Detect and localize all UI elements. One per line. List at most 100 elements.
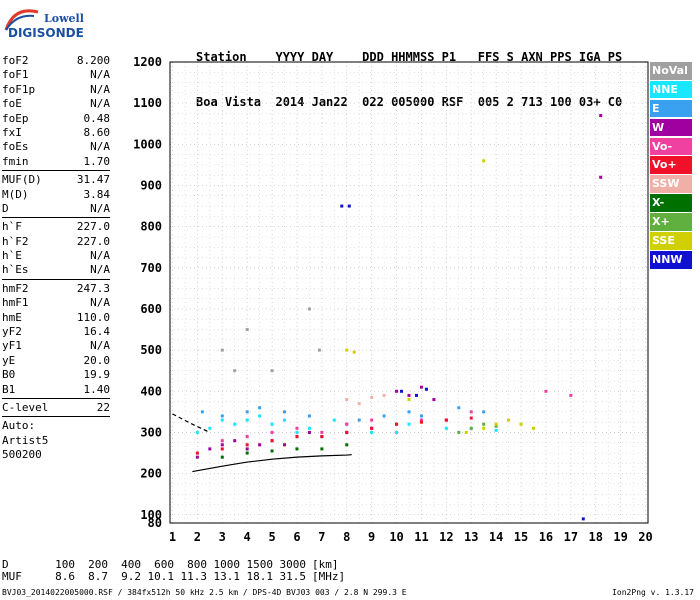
echo-point bbox=[370, 430, 374, 434]
echo-point bbox=[482, 159, 486, 163]
param-row: hmF1 N/A bbox=[2, 296, 110, 310]
x-tick-label: 12 bbox=[439, 530, 453, 544]
param-value: N/A bbox=[90, 249, 110, 263]
echo-point bbox=[531, 426, 535, 430]
digisonde-logo: Lowell DIGISONDE bbox=[4, 4, 100, 44]
param-value: N/A bbox=[90, 296, 110, 310]
param-name: foEp bbox=[2, 111, 29, 125]
echo-point bbox=[395, 422, 399, 426]
param-name: C-level bbox=[2, 400, 49, 414]
echo-point bbox=[258, 406, 262, 410]
header-values: Boa Vista 2014 Jan22 022 005000 RSF 005 … bbox=[196, 95, 623, 109]
muf-cell: 200 bbox=[88, 558, 108, 571]
echo-point bbox=[295, 435, 299, 439]
muf-cell: 100 bbox=[55, 558, 75, 571]
echo-point bbox=[482, 410, 486, 414]
param-row: fxI 8.60 bbox=[2, 126, 110, 140]
echo-point bbox=[581, 517, 585, 521]
echo-point bbox=[233, 439, 237, 443]
param-value: 20.0 bbox=[83, 353, 111, 367]
echo-point bbox=[220, 418, 224, 422]
param-name: D bbox=[2, 201, 9, 215]
echo-point bbox=[208, 426, 212, 430]
legend-item: SSE bbox=[650, 232, 692, 250]
y-tick-label: 500 bbox=[140, 343, 162, 357]
echo-point bbox=[357, 402, 361, 406]
y-tick-label: 300 bbox=[140, 425, 162, 439]
echo-point bbox=[295, 435, 299, 439]
param-row: foE N/A bbox=[2, 97, 110, 111]
y-tick-label: 700 bbox=[140, 261, 162, 275]
param-row: h`E N/A bbox=[2, 249, 110, 263]
param-row: fmin 1.70 bbox=[2, 155, 110, 169]
file-info: BVJ03_2014022005000.RSF / 384fx512h 50 k… bbox=[2, 588, 407, 597]
param-row: h`F 227.0 bbox=[2, 220, 110, 234]
param-value: 110.0 bbox=[76, 310, 110, 324]
echo-point bbox=[424, 387, 428, 391]
echo-point bbox=[407, 422, 411, 426]
param-name: fmin bbox=[2, 154, 29, 168]
polarization-legend: NoVal NNE E W Vo- Vo+ SSW X- X+ SSE NNW bbox=[650, 62, 692, 270]
param-value: 247.3 bbox=[76, 281, 110, 295]
param-row: foEs N/A bbox=[2, 140, 110, 154]
param-row: yE 20.0 bbox=[2, 354, 110, 368]
echo-point bbox=[494, 424, 498, 428]
divider bbox=[2, 416, 110, 418]
x-tick-label: 20 bbox=[638, 530, 652, 544]
muf-table: D 100 200 400 600 800 1000 1500 3000 [km] MUF 8.6 8.… bbox=[2, 559, 345, 583]
software-version: Ion2Png v. 1.3.17 bbox=[612, 588, 694, 597]
param-name: hmE bbox=[2, 310, 22, 324]
echo-point bbox=[245, 328, 249, 332]
param-name: foEs bbox=[2, 140, 29, 154]
echo-point bbox=[220, 447, 224, 451]
echo-point bbox=[382, 393, 386, 397]
echo-point bbox=[295, 430, 299, 434]
echo-point bbox=[395, 430, 399, 434]
echo-point bbox=[332, 418, 336, 422]
divider bbox=[2, 170, 110, 172]
param-name: foF2 bbox=[2, 54, 29, 67]
param-name: yE bbox=[2, 353, 16, 367]
echo-point bbox=[482, 422, 486, 426]
param-value: N/A bbox=[90, 97, 110, 111]
param-name: yF1 bbox=[2, 339, 22, 353]
y-tick-label: 900 bbox=[140, 178, 162, 192]
x-tick-label: 11 bbox=[414, 530, 428, 544]
divider bbox=[2, 397, 110, 399]
param-group-muf: MUF(D) 31.47 M(D) 3.84 D N/A bbox=[2, 173, 110, 216]
echo-point bbox=[419, 385, 423, 389]
echo-point bbox=[345, 422, 349, 426]
param-group-profile: hmF2 247.3 hmF1 N/A hmE 110.0 yF2 16.4 yF1 N/A yE 2… bbox=[2, 282, 110, 397]
param-name: hmF1 bbox=[2, 296, 29, 310]
echo-point bbox=[320, 435, 324, 439]
muf-unit: [MHz] bbox=[312, 570, 346, 583]
echo-point bbox=[370, 395, 374, 399]
echo-point bbox=[270, 369, 274, 373]
x-tick-label: 8 bbox=[343, 530, 350, 544]
param-row: B1 1.40 bbox=[2, 383, 110, 397]
muf-cell: 9.2 bbox=[121, 570, 141, 583]
echo-point bbox=[340, 204, 344, 208]
param-row: yF1 N/A bbox=[2, 339, 110, 353]
x-tick-label: 16 bbox=[539, 530, 553, 544]
echo-point bbox=[270, 422, 274, 426]
header-labels: Station YYYY DAY DDD HHMMSS P1 FFS S AXN… bbox=[196, 50, 623, 64]
muf-cell: 11.3 bbox=[180, 570, 208, 583]
echo-point bbox=[494, 428, 498, 432]
x-tick-label: 2 bbox=[194, 530, 201, 544]
y-tick-label: 200 bbox=[140, 467, 162, 481]
echo-point bbox=[258, 443, 262, 447]
param-name: h`F2 bbox=[2, 234, 29, 248]
echo-point bbox=[444, 418, 448, 422]
echo-point bbox=[283, 443, 287, 447]
echo-point bbox=[469, 410, 473, 414]
param-value: 227.0 bbox=[76, 220, 110, 234]
param-name: fxI bbox=[2, 125, 22, 139]
echo-point bbox=[419, 420, 423, 424]
echo-point bbox=[345, 348, 349, 352]
x-tick-label: 3 bbox=[219, 530, 226, 544]
echo-point bbox=[220, 348, 224, 352]
echo-point bbox=[245, 435, 249, 439]
x-tick-label: 7 bbox=[318, 530, 325, 544]
